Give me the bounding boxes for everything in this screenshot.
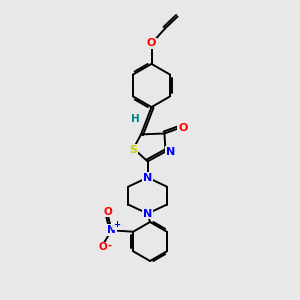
Text: +: +	[113, 220, 120, 229]
Text: S: S	[129, 145, 137, 155]
Text: O: O	[147, 38, 156, 49]
Text: N: N	[167, 147, 176, 157]
Text: H: H	[131, 114, 140, 124]
Text: N: N	[143, 208, 152, 219]
Text: O: O	[103, 207, 112, 217]
Text: O: O	[178, 123, 188, 134]
Text: -: -	[107, 240, 111, 250]
Text: N: N	[143, 172, 152, 183]
Text: N: N	[107, 225, 116, 235]
Text: O: O	[98, 242, 107, 252]
